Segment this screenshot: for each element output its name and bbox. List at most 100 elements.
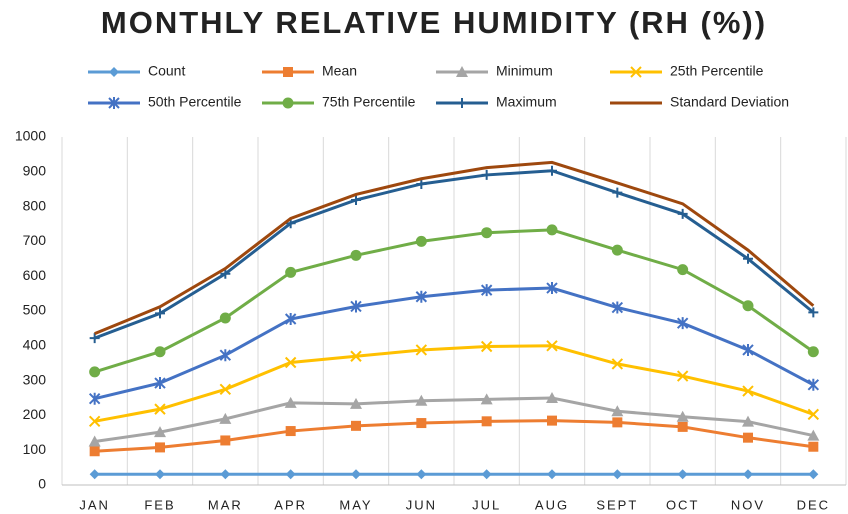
data-point — [676, 317, 689, 330]
data-point — [285, 266, 297, 278]
data-point — [220, 435, 231, 446]
data-point — [219, 383, 232, 396]
x-tick-label: APR — [274, 497, 307, 512]
legend-label: Count — [148, 63, 185, 79]
legend-marker — [457, 98, 467, 108]
data-point — [742, 415, 754, 427]
data-point — [88, 415, 101, 428]
data-point — [350, 300, 362, 313]
data-point — [284, 396, 297, 408]
data-point — [611, 244, 623, 256]
data-point — [350, 350, 362, 362]
y-tick-label: 200 — [23, 406, 47, 422]
data-point — [546, 340, 558, 352]
data-point — [416, 418, 427, 429]
data-point — [743, 432, 753, 443]
data-point — [89, 333, 100, 344]
data-point — [285, 469, 296, 480]
y-tick-label: 400 — [23, 337, 47, 353]
data-point — [677, 208, 688, 219]
y-tick-label: 0 — [38, 476, 46, 492]
data-point — [807, 429, 820, 441]
data-point — [807, 378, 820, 391]
x-tick-label: JUN — [406, 497, 437, 512]
chart-title: MONTHLY RELATIVE HUMIDITY (RH (%)) — [101, 5, 767, 40]
data-point — [480, 340, 493, 353]
data-point — [154, 377, 166, 390]
data-point — [480, 284, 493, 297]
data-point — [611, 405, 624, 417]
legend-label: 25th Percentile — [670, 63, 764, 79]
legend-label: Standard Deviation — [670, 94, 789, 110]
x-tick-label: MAR — [208, 497, 243, 512]
y-tick-label: 700 — [23, 232, 47, 248]
data-point — [808, 441, 819, 452]
data-point — [89, 446, 100, 457]
data-point — [350, 249, 362, 261]
legend-marker — [456, 66, 468, 77]
x-tick-label: MAY — [339, 497, 372, 512]
data-point — [676, 370, 689, 382]
data-point — [154, 346, 166, 358]
x-tick-label: NOV — [731, 497, 765, 512]
data-point — [416, 178, 427, 189]
series-line — [94, 169, 815, 340]
legend-label: 50th Percentile — [148, 94, 242, 110]
data-point — [546, 224, 558, 236]
y-tick-label: 600 — [23, 267, 47, 283]
data-point — [547, 469, 557, 480]
data-point — [611, 358, 624, 370]
legend-label: 75th Percentile — [322, 94, 416, 110]
data-point — [743, 469, 753, 480]
data-point — [807, 408, 820, 421]
data-point — [546, 282, 558, 295]
data-point — [415, 290, 428, 303]
data-point — [676, 410, 689, 422]
data-point — [677, 264, 689, 276]
data-point — [219, 312, 231, 324]
legend-marker — [109, 67, 119, 77]
data-point — [220, 469, 231, 480]
series-line — [94, 344, 814, 423]
data-point — [547, 415, 557, 426]
data-point — [742, 300, 754, 312]
series-line — [94, 419, 814, 453]
series-line — [94, 228, 815, 374]
data-point — [154, 426, 166, 438]
x-tick-label: SEPT — [596, 497, 638, 512]
legend-label: Maximum — [496, 94, 557, 110]
legend-marker — [282, 97, 294, 109]
data-point — [481, 227, 493, 239]
x-tick-label: OCT — [666, 497, 699, 512]
data-point — [285, 426, 296, 437]
series-line — [94, 396, 814, 443]
legend-marker — [283, 67, 293, 77]
data-point — [415, 394, 428, 406]
legend-marker — [108, 97, 120, 109]
data-point — [808, 469, 819, 480]
x-tick-label: JUL — [472, 497, 501, 512]
x-tick-label: FEB — [144, 497, 175, 512]
y-tick-label: 1000 — [15, 128, 46, 144]
y-tick-label: 500 — [23, 302, 47, 318]
data-point — [154, 403, 166, 415]
data-point — [612, 417, 623, 428]
data-point — [481, 169, 492, 180]
data-point — [89, 469, 100, 480]
data-point — [351, 469, 361, 480]
y-tick-label: 300 — [23, 371, 47, 387]
data-point — [612, 469, 623, 480]
data-point — [808, 307, 819, 318]
data-point — [351, 194, 361, 205]
data-point — [89, 366, 101, 378]
data-point — [743, 253, 753, 264]
data-point — [219, 349, 232, 362]
data-point — [481, 469, 492, 480]
data-point — [219, 412, 232, 424]
data-point — [677, 421, 688, 432]
data-point — [155, 442, 165, 453]
data-point — [351, 420, 361, 431]
data-point — [350, 397, 362, 409]
data-point — [546, 392, 558, 403]
data-point — [612, 187, 623, 198]
